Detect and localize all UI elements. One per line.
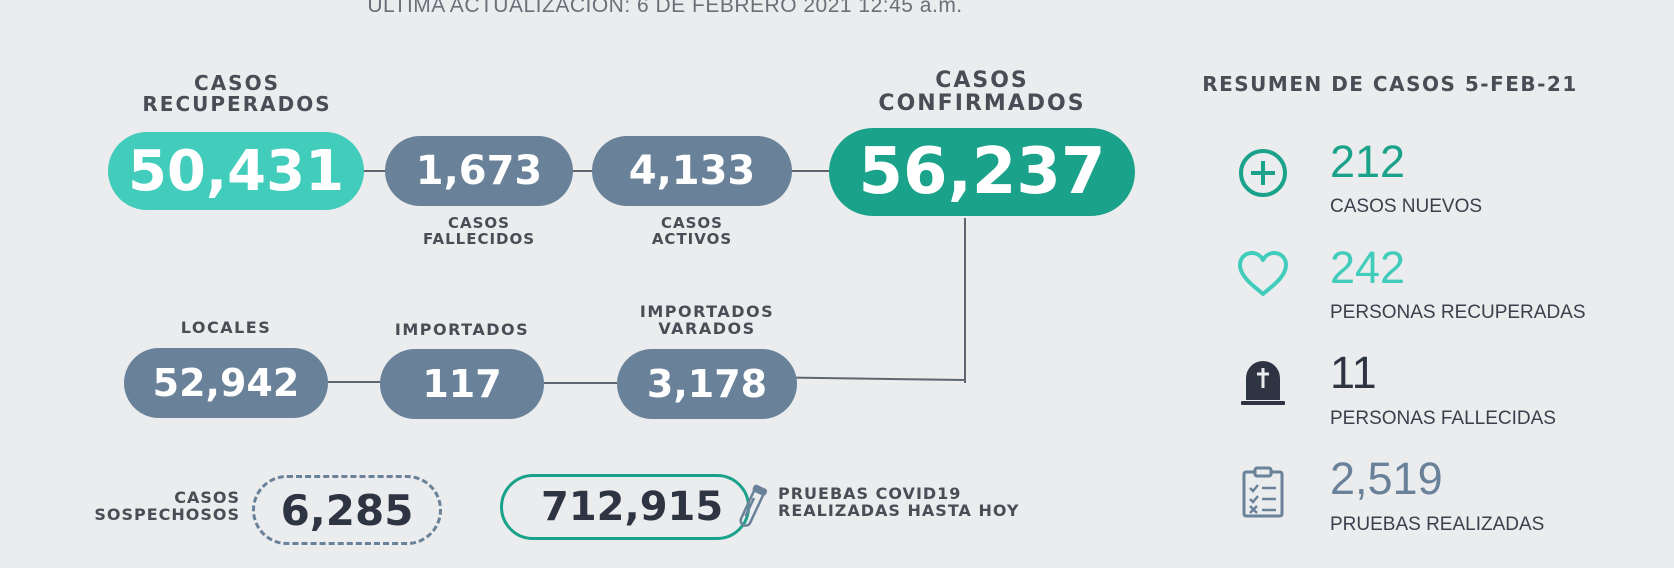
personas-fallecidas-value: 11 [1330, 347, 1377, 398]
last-update-text: ÚLTIMA ACTUALIZACIÓN: 6 DE FEBRERO 2021 … [367, 0, 963, 17]
sospechosos-label-line1: CASOS [174, 488, 240, 507]
recuperados-label: CASOS RECUPERADOS [108, 73, 366, 115]
activos-label-line2: ACTIVOS [651, 229, 733, 248]
personas-recuperadas-label: PERSONAS RECUPERADAS [1330, 302, 1586, 323]
personas-recuperadas-value: 242 [1330, 242, 1406, 293]
activos-label-line1: CASOS [661, 214, 723, 232]
importados-varados-value: 3,178 [646, 362, 768, 406]
importados-varados-label-line2: VARADOS [658, 318, 756, 338]
plus-circle-icon [1238, 148, 1288, 198]
pruebas-total-value: 712,915 [541, 484, 724, 530]
connector-line [964, 218, 966, 383]
importados-varados-label: IMPORTADOS VARADOS [617, 302, 797, 338]
fallecidos-label-line2: FALLECIDOS [422, 229, 536, 248]
activos-label: CASOS ACTIVOS [592, 214, 792, 248]
fallecidos-value: 1,673 [415, 148, 543, 194]
locales-value-pill: 52,942 [124, 348, 328, 418]
pruebas-total-label: PRUEBAS COVID19 REALIZADAS HASTA HOY [778, 484, 1038, 520]
personas-fallecidas-label: PERSONAS FALLECIDAS [1330, 408, 1556, 429]
recuperados-label-line2: RECUPERADOS [142, 92, 332, 116]
sospechosos-label-line2: SOSPECHOSOS [94, 504, 240, 524]
connector-line [360, 170, 390, 172]
importados-value: 117 [422, 362, 502, 406]
fallecidos-value-pill: 1,673 [385, 136, 573, 206]
casos-nuevos-value: 212 [1330, 136, 1406, 187]
activos-value: 4,133 [628, 148, 756, 194]
connector-line [790, 170, 830, 172]
casos-nuevos-label: CASOS NUEVOS [1330, 196, 1483, 217]
pruebas-total-value-pill: 712,915 [500, 474, 768, 540]
clipboard-icon [1240, 466, 1286, 520]
pruebas-total-label-line2: REALIZADAS HASTA HOY [778, 500, 1020, 520]
test-tube-icon [735, 482, 769, 532]
recuperados-label-line1: CASOS [194, 71, 280, 95]
recuperados-value: 50,431 [127, 138, 345, 204]
recuperados-value-pill: 50,431 [108, 132, 364, 210]
connector-line [326, 381, 381, 383]
connector-line [570, 170, 595, 172]
sospechosos-value: 6,285 [280, 485, 414, 535]
resumen-title: RESUMEN DE CASOS 5-FEB-21 [1202, 72, 1578, 96]
confirmados-label-line2: CONFIRMADOS [878, 91, 1086, 117]
pruebas-realizadas-label: PRUEBAS REALIZADAS [1330, 514, 1545, 535]
confirmados-value: 56,237 [858, 135, 1106, 209]
locales-label: LOCALES [180, 318, 272, 337]
sospechosos-value-pill: 6,285 [252, 475, 442, 545]
importados-varados-value-pill: 3,178 [617, 349, 797, 419]
fallecidos-label-line1: CASOS [448, 214, 510, 232]
importados-label: IMPORTADOS [394, 320, 530, 339]
activos-value-pill: 4,133 [592, 136, 792, 206]
connector-line [542, 382, 617, 384]
heart-icon [1236, 250, 1290, 298]
confirmados-label: CASOS CONFIRMADOS [829, 69, 1135, 115]
fallecidos-label: CASOS FALLECIDOS [385, 214, 573, 248]
sospechosos-label: CASOS SOSPECHOSOS [90, 488, 240, 524]
importados-value-pill: 117 [380, 349, 544, 419]
connector-line [795, 376, 966, 381]
tombstone-icon [1238, 356, 1288, 410]
importados-varados-label-line1: IMPORTADOS [639, 302, 775, 321]
confirmados-value-pill: 56,237 [829, 128, 1135, 216]
locales-value: 52,942 [152, 361, 300, 405]
pruebas-realizadas-value: 2,519 [1330, 453, 1443, 504]
confirmados-label-line1: CASOS [935, 68, 1029, 93]
pruebas-total-label-line1: PRUEBAS COVID19 [778, 484, 962, 503]
